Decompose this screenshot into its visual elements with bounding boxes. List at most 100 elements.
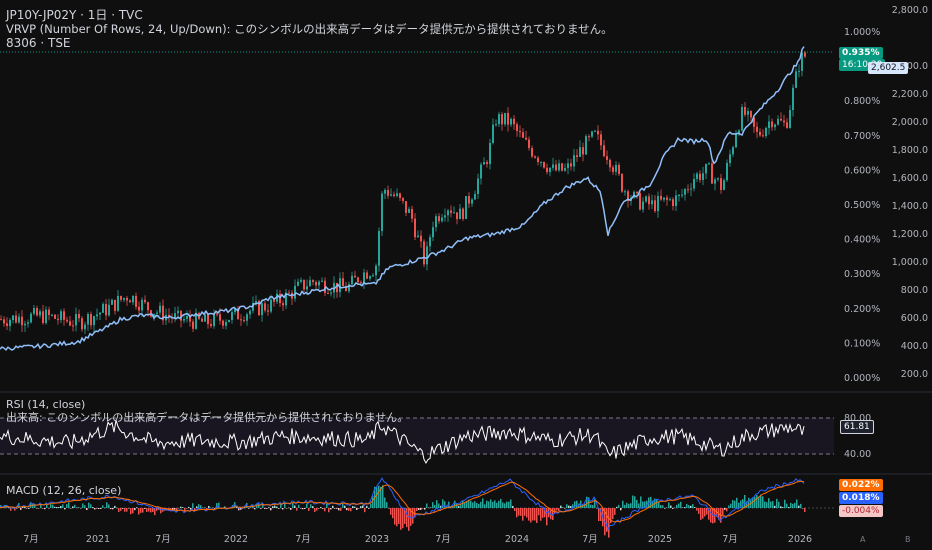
price-axis-tick: 2,800.0 bbox=[892, 5, 928, 16]
macd-histogram-bar bbox=[268, 507, 270, 508]
candle-body bbox=[78, 313, 80, 319]
macd-histogram-bar bbox=[516, 508, 518, 518]
candle-body bbox=[159, 305, 161, 313]
candle-body bbox=[504, 112, 506, 125]
candle-body bbox=[234, 308, 236, 313]
macd-histogram-bar bbox=[132, 508, 134, 514]
candle-body bbox=[243, 319, 245, 321]
rsi-pane bbox=[0, 420, 805, 465]
macd-line-badge: 0.018% bbox=[839, 492, 883, 504]
macd-histogram-bar bbox=[316, 508, 318, 511]
candle-body bbox=[780, 118, 782, 121]
macd-histogram-bar bbox=[342, 503, 344, 508]
macd-histogram-bar bbox=[662, 505, 664, 508]
macd-histogram-bar bbox=[734, 500, 736, 508]
pct-axis-tick: 0.100% bbox=[844, 338, 880, 349]
candle-body bbox=[483, 162, 485, 165]
macd-histogram-bar bbox=[134, 508, 136, 511]
macd-histogram-bar bbox=[526, 508, 528, 518]
candle-body bbox=[741, 106, 743, 131]
macd-histogram-bar bbox=[752, 497, 754, 508]
macd-histogram-bar bbox=[538, 508, 540, 516]
axis-label-a[interactable]: A bbox=[860, 535, 866, 544]
macd-histogram-bar bbox=[790, 502, 792, 508]
macd-histogram-bar bbox=[590, 504, 592, 508]
macd-histogram-bar bbox=[778, 501, 780, 508]
macd-histogram-bar bbox=[56, 507, 58, 508]
candle-body bbox=[804, 52, 806, 57]
macd-histogram-bar bbox=[280, 504, 282, 508]
candle-body bbox=[678, 194, 680, 196]
macd-histogram-bar bbox=[634, 496, 636, 508]
macd-histogram-bar bbox=[788, 506, 790, 508]
candle-body bbox=[189, 315, 191, 322]
macd-histogram-bar bbox=[296, 508, 298, 511]
macd-histogram-bar bbox=[358, 508, 360, 509]
macd-histogram-bar bbox=[104, 507, 106, 509]
candle-body bbox=[501, 114, 503, 125]
macd-histogram-bar bbox=[564, 508, 566, 509]
macd-histogram-bar bbox=[546, 508, 548, 526]
macd-histogram-bar bbox=[340, 508, 342, 511]
candle-body bbox=[657, 195, 659, 212]
candle-body bbox=[222, 320, 224, 326]
macd-histogram-bar bbox=[346, 508, 348, 511]
spread-value-badge: 0.935% bbox=[839, 47, 883, 59]
candle-body bbox=[321, 280, 323, 282]
pct-axis-tick: 0.200% bbox=[844, 304, 880, 315]
macd-histogram-bar bbox=[362, 505, 364, 508]
candle-body bbox=[465, 196, 467, 219]
macd-histogram-bar bbox=[98, 508, 100, 510]
candle-body bbox=[558, 163, 560, 171]
macd-histogram-bar bbox=[122, 508, 124, 509]
x-axis-tick: 2026 bbox=[788, 534, 812, 545]
macd-histogram-bar bbox=[794, 502, 796, 508]
axis-label-b[interactable]: B bbox=[905, 535, 911, 544]
candle-body bbox=[270, 299, 272, 312]
candle-body bbox=[681, 194, 683, 196]
macd-histogram-bar bbox=[678, 503, 680, 508]
macd-histogram-bar bbox=[768, 498, 770, 508]
macd-histogram-bar bbox=[124, 508, 126, 512]
macd-histogram-bar bbox=[436, 500, 438, 508]
candle-body bbox=[342, 278, 344, 287]
macd-histogram-bar bbox=[140, 508, 142, 513]
candle-body bbox=[798, 70, 800, 72]
macd-histogram-bar bbox=[756, 495, 758, 508]
macd-histogram-bar bbox=[508, 501, 510, 508]
candle-body bbox=[414, 218, 416, 238]
macd-histogram-bar bbox=[754, 496, 756, 508]
candle-body bbox=[60, 311, 62, 321]
macd-histogram-bar bbox=[488, 501, 490, 508]
candle-body bbox=[141, 299, 143, 311]
symbol-title[interactable]: JP10Y-JP02Y · 1日 · TVC bbox=[6, 8, 143, 22]
macd-histogram-bar bbox=[686, 503, 688, 508]
macd-histogram-bar bbox=[600, 508, 602, 522]
candle-body bbox=[513, 118, 515, 125]
candle-body bbox=[648, 196, 650, 205]
macd-histogram-bar bbox=[302, 508, 304, 510]
macd-histogram-bar bbox=[398, 508, 400, 524]
candle-body bbox=[660, 195, 662, 200]
candle-body bbox=[153, 313, 155, 317]
candle-body bbox=[732, 147, 734, 155]
macd-histogram-bar bbox=[30, 502, 32, 508]
macd-histogram-bar bbox=[496, 502, 498, 508]
pct-axis-tick: 1.000% bbox=[844, 27, 880, 38]
price-axis-tick: 800.0 bbox=[901, 285, 928, 296]
macd-histogram-bar bbox=[672, 508, 674, 509]
overlay-symbol-legend[interactable]: 8306 · TSE bbox=[6, 36, 71, 50]
candle-body bbox=[429, 237, 431, 247]
macd-histogram-bar bbox=[208, 505, 210, 508]
candle-body bbox=[183, 318, 185, 321]
rsi-title[interactable]: RSI (14, close) bbox=[6, 398, 86, 411]
macd-histogram-bar bbox=[510, 499, 512, 508]
candle-body bbox=[267, 310, 269, 312]
macd-histogram-bar bbox=[28, 508, 30, 509]
macd-histogram-bar bbox=[480, 501, 482, 508]
macd-title[interactable]: MACD (12, 26, close) bbox=[6, 484, 122, 497]
macd-histogram-bar bbox=[352, 506, 354, 508]
candle-body bbox=[426, 246, 428, 265]
macd-histogram-bar bbox=[128, 508, 130, 509]
